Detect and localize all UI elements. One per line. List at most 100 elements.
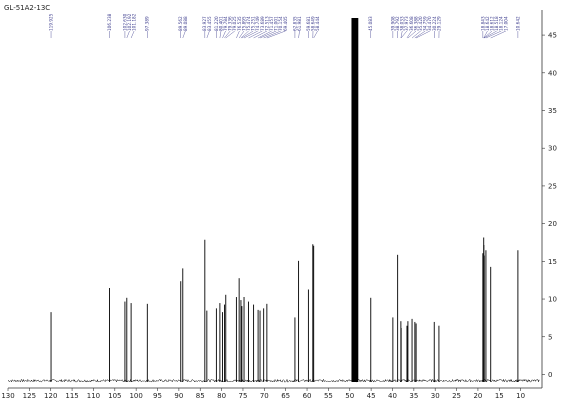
peak-label: 18.124 [499,16,504,31]
peak-label-leader [313,30,318,39]
x-tick-label: 20 [473,392,482,400]
chart-title: GL-51A2-13C [4,4,50,12]
x-tick-label: 10 [516,392,525,400]
peak-label-leader [225,30,235,39]
peak-label: 119.925 [48,13,53,31]
peak-label-leader [483,30,493,39]
peak-label-leader [414,30,426,39]
peak-label: 34.759 [423,16,428,31]
peak-label: 81.220 [214,16,219,31]
peak-label: 35.420 [418,16,423,31]
peak-label: 76.535 [237,16,242,31]
peak-label-leader [241,30,254,39]
peak-label-leader [253,30,268,39]
peak-layer [7,18,540,383]
peak-label: 38.792 [395,16,400,31]
axis-layer: 130 125 120 115 110 105 100 95 90 85 80 75 70 65 60 55 5… [1,10,557,400]
x-tick-label: 15 [495,392,504,400]
peak-label-leader [240,30,249,39]
peak-label: 71.001 [274,16,279,31]
peak-label: 30.224 [432,16,437,31]
baseline-noise [7,378,540,383]
peak-label: 18.843 [480,16,485,31]
peak-label-leader [484,30,497,39]
peak-label: 36.608 [409,16,414,31]
x-tick-label: 65 [281,392,290,400]
peak-label: 58.649 [310,16,315,31]
x-tick-label: 75 [238,392,247,400]
peak-label-leader [416,30,430,39]
peak-label: 79.784 [223,16,228,31]
y-tick-label: 25 [548,182,557,190]
peak-label: 79.336 [228,16,233,31]
x-tick-label: 110 [87,392,100,400]
x-tick-label: 55 [324,392,333,400]
peak-label: 74.749 [255,16,260,31]
peak-label: 37.973 [404,16,409,31]
peak-label-layer: 119.925 106.238 102.630 102.192 101.182 97.38… [48,13,520,39]
x-tick-label: 100 [129,392,142,400]
peak-label-leader [126,30,130,39]
peak-label: 58.444 [315,16,320,31]
peak-label-leader [263,30,281,39]
peak-label: 69.405 [283,16,288,31]
x-tick-label: 115 [65,392,78,400]
peak-label-leader [400,30,403,39]
peak-label-leader [483,30,488,39]
x-tick-label: 125 [23,392,36,400]
y-tick-label: 5 [548,333,552,341]
x-tick-label: 25 [452,392,461,400]
x-tick-label: 70 [260,392,269,400]
x-tick-label: 45 [367,392,376,400]
y-tick-label: 0 [548,371,552,379]
solvent-peak-block [351,18,359,382]
y-tick-label: 30 [548,145,557,153]
peak-label: 83.455 [207,16,212,31]
peak-label: 89.562 [178,16,183,31]
y-tick-label: 20 [548,220,557,228]
peak-label: 18.612 [489,16,494,31]
x-tick-label: 95 [153,392,162,400]
peak-label: 10.642 [515,16,520,31]
x-tick-label: 35 [409,392,418,400]
peak-label: 29.129 [436,16,441,31]
peak-label: 75.895 [241,16,246,31]
peak-label-leader [224,30,231,39]
peak-label: 79.025 [232,16,237,31]
peak-label-leader [258,30,272,39]
peak-label: 18.518 [494,16,499,31]
peak-label: 75.251 [251,16,256,31]
peak-label: 83.927 [202,16,207,31]
peak-label: 102.630 [122,13,127,31]
x-tick-label: 90 [174,392,183,400]
x-tick-label: 50 [345,392,354,400]
peak-label: 39.908 [390,16,395,31]
x-tick-label: 85 [196,392,205,400]
x-tick-label: 130 [1,392,14,400]
y-tick-label: 45 [548,32,557,40]
peak-label-leader [248,30,263,39]
peak-label-leader [259,30,277,39]
peak-label-leader [130,30,135,39]
peak-label: 59.681 [306,16,311,31]
x-tick-label: 30 [431,392,440,400]
peak-label: 34.470 [427,16,432,31]
peak-label-leader [485,30,502,39]
peak-label: 45.083 [368,16,373,31]
peak-label-leader [238,30,245,39]
peak-label-leader [490,30,506,39]
peak-label-leader [411,30,421,39]
y-tick-label: 40 [548,69,557,77]
peak-label-leader [298,30,300,39]
y-tick-label: 35 [548,107,557,115]
peak-label: 73.689 [260,16,265,31]
peak-label-leader [243,30,258,39]
peak-label-leader [266,30,286,39]
peak-label-leader [406,30,412,39]
peak-label-leader [400,30,407,39]
x-tick-label: 120 [44,392,57,400]
peak-label: 97.389 [145,16,150,31]
peak-label: 36.388 [413,16,418,31]
x-tick-label: 40 [388,392,397,400]
peak-label-leader [407,30,417,39]
